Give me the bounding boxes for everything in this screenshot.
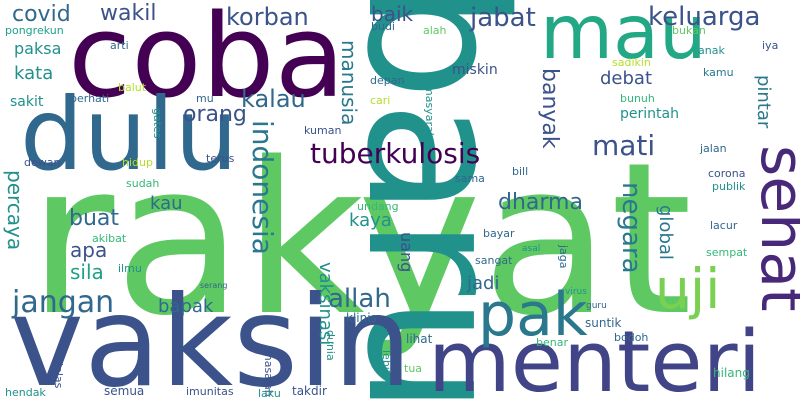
word-sadikin: sadikin <box>612 56 651 69</box>
word-bill: bill <box>512 165 529 178</box>
word-publik: publik <box>712 180 746 193</box>
word-kalau: kalau <box>241 85 306 113</box>
word-bunuh: bunuh <box>620 92 655 105</box>
word-virus: virus <box>565 287 587 297</box>
word-kuman: kuman <box>304 124 342 137</box>
word-mau: mau <box>540 0 707 76</box>
word-dulu: dulu <box>20 76 239 193</box>
word-budi: budi <box>371 20 395 33</box>
word-coba: coba <box>68 0 346 124</box>
word-jalan: jalan <box>700 142 727 155</box>
word-mu: mu <box>196 92 214 105</box>
word-sangat: sangat <box>475 254 513 267</box>
word-takdir: takdir <box>292 384 327 398</box>
word-baik: baik <box>371 2 414 26</box>
word-uji: uji <box>655 257 721 321</box>
word-uang: uang <box>397 232 416 273</box>
word-jangan: jangan <box>12 285 115 320</box>
word-covid: covid <box>12 2 71 27</box>
word-tuberkulosis: tuberkulosis <box>310 137 481 170</box>
word-lihat: lihat <box>406 332 433 346</box>
word-kata: kata <box>14 63 54 84</box>
word-masyarakat: masyarakat <box>423 85 436 150</box>
word-allah: allah <box>328 284 391 314</box>
word-suntik: suntik <box>585 316 622 330</box>
word-manusia: manusia <box>337 40 361 126</box>
word-benar: benar <box>536 336 568 349</box>
word-kau: kau <box>150 193 183 214</box>
word-semua: semua <box>104 384 145 398</box>
word-paksa: paksa <box>14 39 62 58</box>
word-sama: sama <box>455 172 485 185</box>
word-apa: apa <box>70 238 108 262</box>
word-pongrekun: pongrekun <box>5 24 64 37</box>
word-balut: balut <box>118 81 147 94</box>
word-lacur: lacur <box>710 219 738 232</box>
word-klinis: klinis <box>346 311 377 325</box>
word-sehat: sehat <box>747 145 800 312</box>
word-vaksin: vaksin <box>10 270 413 400</box>
word-ilmu: ilmu <box>118 262 142 275</box>
word-laku: laku <box>258 387 281 400</box>
word-arti: arti <box>110 39 129 52</box>
word-hendak: hendak <box>5 386 46 399</box>
word-lebih: lebih <box>380 350 393 377</box>
word-keluarga: keluarga <box>648 2 761 32</box>
word-tua: tua <box>404 362 423 375</box>
word-alah: alah <box>423 24 447 37</box>
word-bukan: bukan <box>672 24 706 37</box>
word-kamu: kamu <box>703 66 734 79</box>
word-sudah: sudah <box>126 177 160 190</box>
word-corona: corona <box>708 167 746 180</box>
word-dunia: dunia <box>324 330 337 361</box>
word-undang: undang <box>357 200 399 213</box>
word-jelas: jelas <box>52 363 65 389</box>
word-miskin: miskin <box>452 62 498 78</box>
word-sila: sila <box>70 260 104 284</box>
word-global: global <box>655 205 676 260</box>
word-sakit: sakit <box>10 94 44 110</box>
word-anak: anak <box>698 44 725 57</box>
word-hidup: hidup <box>122 156 153 169</box>
word-menteri: menteri <box>428 313 762 400</box>
word-rakyat: rakyat <box>28 117 693 362</box>
word-bayar: bayar <box>483 227 515 240</box>
word-asal: asal <box>522 244 541 254</box>
word-gates: gates <box>151 108 164 139</box>
word-jaga: jaga <box>557 245 570 269</box>
word-pak: pak <box>478 280 588 350</box>
word-mati: mati <box>592 129 656 162</box>
word-dewan: dewan <box>24 156 61 169</box>
word-cari: cari <box>370 94 391 107</box>
word-akibat: akibat <box>92 232 127 245</box>
word-iya: iya <box>762 39 779 52</box>
word-buat: buat <box>69 206 120 231</box>
word-serang: serang <box>200 281 228 290</box>
word-sempat: sempat <box>706 246 748 259</box>
word-perhati: perhati <box>70 92 110 105</box>
word-bapak: bapak <box>158 296 214 317</box>
word-wakil: wakil <box>100 1 157 26</box>
word-jadi: jadi <box>467 273 500 294</box>
word-kaya: kaya <box>349 210 392 231</box>
word-guru: guru <box>586 301 607 311</box>
word-indonesia: indonesia <box>246 120 279 255</box>
word-terus: terus <box>206 152 235 165</box>
word-perintah: perintah <box>620 106 679 122</box>
word-percaya: percaya <box>3 170 27 251</box>
word-negara: negara <box>616 182 646 274</box>
word-imunitas: imunitas <box>186 385 234 398</box>
word-depan: depan <box>370 74 405 87</box>
word-korban: korban <box>226 3 309 31</box>
word-hilang: hilang <box>713 366 750 380</box>
word-debat: debat <box>600 68 653 89</box>
word-bodoh: bodoh <box>614 331 649 344</box>
word-pintar: pintar <box>753 75 774 129</box>
word-orang: orang <box>183 102 247 127</box>
word-jabat: jabat <box>470 3 536 33</box>
word-dharma: dharma <box>498 190 583 215</box>
word-banyak: banyak <box>537 68 562 149</box>
